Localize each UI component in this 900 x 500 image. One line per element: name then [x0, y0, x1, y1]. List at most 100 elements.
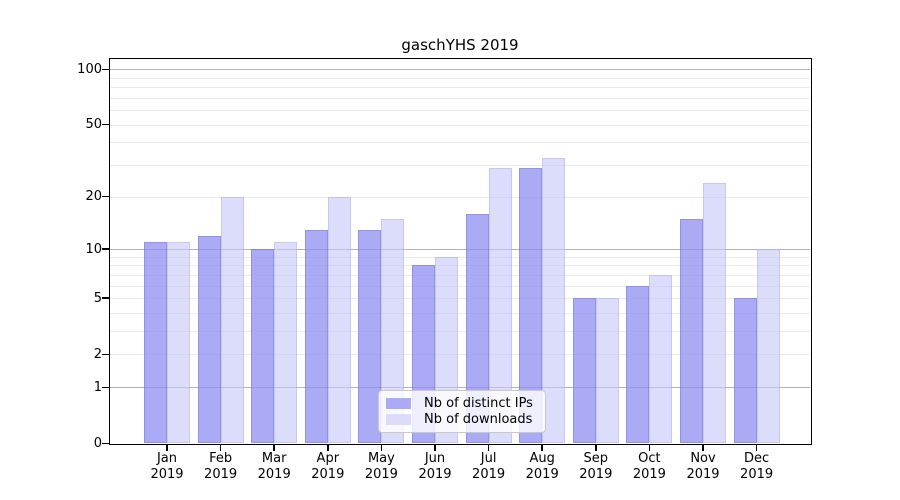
- x-tick-aug: [541, 445, 543, 451]
- y-tick-2: [102, 353, 109, 356]
- x-tick-month: Jul: [480, 451, 497, 466]
- legend-item-distinct-ips: Nb of distinct IPs: [386, 396, 537, 411]
- x-tick-nov: [702, 445, 704, 451]
- y-tick-0: [102, 442, 109, 445]
- x-tick-label-oct: Oct 2019: [619, 451, 679, 482]
- y-tick-label-1: 1: [93, 379, 102, 395]
- bar-downloads-aug: [542, 157, 566, 444]
- plot-area: [110, 60, 810, 444]
- x-tick-feb: [219, 445, 222, 451]
- bar-distinct-ips-feb: [197, 235, 221, 444]
- legend-label-distinct-ips: Nb of distinct IPs: [424, 396, 533, 411]
- y-tick-label-2: 2: [93, 346, 102, 362]
- y-tick-label-10: 10: [85, 241, 102, 257]
- x-tick-year: 2019: [204, 466, 238, 482]
- gridline-minor-80: [110, 87, 810, 89]
- legend-swatch-downloads: [386, 414, 411, 425]
- bar-distinct-ips-may: [358, 229, 382, 444]
- bar-distinct-ips-dec: [733, 298, 757, 444]
- x-tick-label-sep: Sep 2019: [566, 451, 626, 482]
- legend-swatch-distinct-ips: [386, 398, 411, 409]
- x-tick-year: 2019: [740, 466, 774, 482]
- bar-distinct-ips-apr: [304, 229, 328, 444]
- y-tick-label-100: 100: [77, 61, 102, 77]
- x-tick-sep: [595, 445, 597, 451]
- x-tick-year: 2019: [418, 466, 452, 482]
- x-tick-month: May: [367, 451, 395, 466]
- gridline-minor-2: [110, 354, 810, 356]
- gridline-minor-8: [110, 265, 810, 267]
- x-tick-month: Jun: [424, 451, 446, 466]
- bar-downloads-mar: [274, 242, 298, 444]
- gridline-minor-7: [110, 274, 810, 276]
- y-tick-label-50: 50: [85, 117, 102, 133]
- y-tick-label-0: 0: [93, 436, 102, 451]
- x-tick-dec: [755, 445, 758, 451]
- gridline-minor-4: [110, 313, 810, 314]
- legend-label-downloads: Nb of downloads: [424, 412, 533, 427]
- bar-distinct-ips-jan: [144, 242, 167, 444]
- x-tick-label-aug: Aug 2019: [512, 451, 572, 482]
- bar-downloads-may: [381, 218, 405, 444]
- x-tick-label-may: May 2019: [351, 451, 411, 482]
- x-tick-month: Nov: [690, 451, 716, 466]
- legend-item-downloads: Nb of downloads: [386, 412, 537, 427]
- x-tick-apr: [327, 445, 329, 451]
- gridline-minor-60: [110, 110, 810, 112]
- bar-downloads-dec: [756, 249, 780, 444]
- bar-downloads-oct: [649, 274, 673, 444]
- legend: Nb of distinct IPs Nb of downloads: [378, 390, 546, 433]
- x-tick-month: Sep: [583, 451, 609, 466]
- y-tick-label-20: 20: [85, 189, 102, 205]
- bar-distinct-ips-mar: [251, 249, 275, 444]
- bar-downloads-apr: [327, 196, 351, 444]
- gridline-major-100: [110, 69, 810, 71]
- y-tick-1: [102, 386, 109, 389]
- x-tick-month: Aug: [529, 451, 555, 466]
- x-tick-jun: [434, 445, 436, 451]
- bar-downloads-jul: [488, 167, 512, 444]
- plot-frame: [108, 58, 812, 445]
- x-tick-oct: [648, 445, 651, 451]
- y-tick-20: [102, 195, 109, 198]
- bar-downloads-nov: [703, 182, 726, 444]
- x-tick-month: Oct: [638, 451, 661, 466]
- y-tick-10: [102, 248, 109, 250]
- gridline-minor-9: [110, 256, 810, 258]
- gridline-minor-90: [110, 77, 810, 79]
- y-tick-label-5: 5: [93, 290, 102, 306]
- gridline-minor-3: [110, 331, 810, 333]
- x-tick-month: Mar: [261, 451, 287, 466]
- x-tick-month: Apr: [316, 451, 340, 466]
- x-tick-mar: [273, 445, 275, 451]
- x-tick-label-mar: Mar 2019: [244, 451, 304, 482]
- bar-distinct-ips-jul: [465, 213, 489, 444]
- chart-title: gaschYHS 2019: [401, 36, 519, 54]
- x-tick-label-nov: Nov 2019: [673, 451, 733, 482]
- gridline-major-1: [110, 387, 810, 389]
- bar-distinct-ips-oct: [626, 285, 650, 444]
- x-tick-year: 2019: [364, 466, 398, 482]
- x-tick-label-feb: Feb 2019: [191, 451, 251, 482]
- x-tick-year: 2019: [150, 466, 184, 482]
- x-tick-label-jul: Jul 2019: [459, 451, 519, 482]
- y-tick-50: [102, 123, 109, 126]
- x-tick-year: 2019: [632, 466, 666, 482]
- x-tick-year: 2019: [686, 466, 720, 482]
- x-tick-year: 2019: [472, 466, 506, 482]
- x-tick-month: Dec: [744, 451, 770, 466]
- bar-distinct-ips-aug: [519, 167, 543, 444]
- x-tick-year: 2019: [257, 466, 291, 482]
- y-tick-100: [102, 68, 109, 71]
- x-tick-jan: [166, 445, 168, 451]
- bar-distinct-ips-sep: [572, 298, 596, 444]
- gridline-minor-20: [110, 196, 810, 198]
- gridline-minor-30: [110, 165, 810, 167]
- gridline-major-10: [110, 248, 810, 251]
- x-tick-label-jun: Jun 2019: [405, 451, 465, 482]
- gridline-minor-50: [110, 124, 810, 126]
- bar-downloads-jan: [167, 242, 190, 444]
- x-tick-label-apr: Apr 2019: [298, 451, 358, 482]
